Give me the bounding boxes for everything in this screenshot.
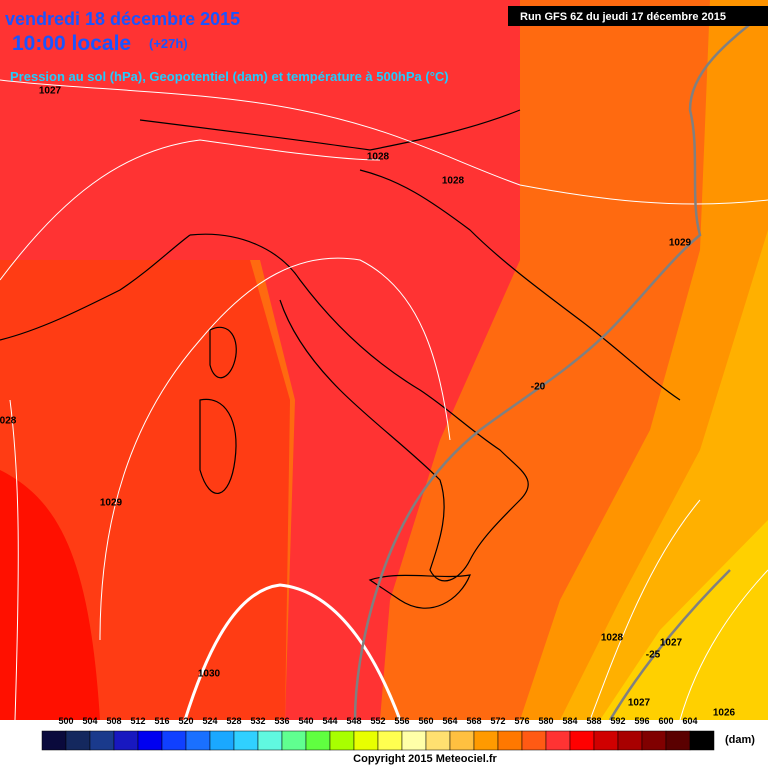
isobars bbox=[0, 79, 768, 721]
lead-time: (+27h) bbox=[149, 36, 188, 51]
legend-swatch bbox=[473, 730, 499, 751]
legend-swatch bbox=[185, 730, 211, 751]
legend-swatch bbox=[161, 730, 187, 751]
legend-label: 552 bbox=[370, 716, 385, 726]
isobar-label: 1027 bbox=[628, 698, 651, 709]
legend-swatch bbox=[353, 730, 379, 751]
legend-label: 584 bbox=[562, 716, 577, 726]
legend-label: 548 bbox=[346, 716, 361, 726]
temperature-label: -25 bbox=[646, 650, 661, 661]
legend-swatch bbox=[521, 730, 547, 751]
legend-swatch bbox=[569, 730, 595, 751]
legend-swatch bbox=[65, 730, 91, 751]
legend-unit: (dam) bbox=[725, 734, 755, 746]
legend-swatch bbox=[401, 730, 427, 751]
legend-label: 564 bbox=[442, 716, 457, 726]
coastlines bbox=[0, 109, 681, 609]
legend-label: 544 bbox=[322, 716, 337, 726]
legend-label: 516 bbox=[154, 716, 169, 726]
legend-swatch bbox=[257, 730, 283, 751]
copyright: Copyright 2015 Meteociel.fr bbox=[353, 753, 497, 765]
date: vendredi 18 décembre 2015 bbox=[5, 9, 240, 29]
isobar-label: 1028 bbox=[601, 633, 624, 644]
legend-swatch bbox=[233, 730, 259, 751]
legend-label: 556 bbox=[394, 716, 409, 726]
geopotential-line bbox=[183, 583, 402, 721]
isobar-label: 1030 bbox=[198, 669, 221, 680]
legend-swatch bbox=[329, 730, 355, 751]
legend-swatch bbox=[449, 730, 475, 751]
temperature-label: -20 bbox=[531, 382, 546, 393]
legend-label: 540 bbox=[298, 716, 313, 726]
legend-swatch bbox=[113, 730, 139, 751]
legend-label: 500 bbox=[58, 716, 73, 726]
isobar-label: 1028 bbox=[367, 152, 390, 163]
legend-swatch bbox=[89, 730, 115, 751]
legend-label: 604 bbox=[682, 716, 697, 726]
legend-label: 580 bbox=[538, 716, 553, 726]
legend-label: 576 bbox=[514, 716, 529, 726]
isobar-label: 1029 bbox=[669, 238, 692, 249]
legend-label: 572 bbox=[490, 716, 505, 726]
run-info: Run GFS 6Z du jeudi 17 décembre 2015 bbox=[520, 11, 726, 23]
map-fill bbox=[0, 0, 768, 720]
legend-label: 600 bbox=[658, 716, 673, 726]
legend-swatch bbox=[305, 730, 331, 751]
run-box bbox=[508, 6, 768, 26]
legend-label: 504 bbox=[82, 716, 97, 726]
isobar-label: 028 bbox=[0, 416, 17, 427]
legend-label: 524 bbox=[202, 716, 217, 726]
legend-label: 560 bbox=[418, 716, 433, 726]
legend-label: 596 bbox=[634, 716, 649, 726]
legend-swatch bbox=[41, 730, 67, 751]
isobar-label: 1027 bbox=[660, 638, 683, 649]
legend-swatch bbox=[137, 730, 163, 751]
legend-swatch bbox=[209, 730, 235, 751]
legend-label: 568 bbox=[466, 716, 481, 726]
legend-swatch bbox=[641, 730, 667, 751]
legend-label: 588 bbox=[586, 716, 601, 726]
legend-label: 536 bbox=[274, 716, 289, 726]
legend: 500 504 508 512 516 520 524 528 532 536 540 544 548 5… bbox=[41, 716, 715, 751]
temperature-lines bbox=[353, 9, 768, 721]
legend-swatch bbox=[377, 730, 403, 751]
time: 10:00 locale bbox=[12, 32, 131, 55]
legend-swatch bbox=[617, 730, 643, 751]
legend-swatch bbox=[497, 730, 523, 751]
legend-swatch bbox=[281, 730, 307, 751]
legend-label: 520 bbox=[178, 716, 193, 726]
legend-swatch bbox=[689, 730, 715, 751]
legend-swatch bbox=[665, 730, 691, 751]
isobar-label: 1027 bbox=[39, 86, 62, 97]
legend-label: 532 bbox=[250, 716, 265, 726]
legend-swatch bbox=[425, 730, 451, 751]
legend-label: 512 bbox=[130, 716, 145, 726]
isobar-label: 1029 bbox=[100, 498, 123, 509]
legend-label: 528 bbox=[226, 716, 241, 726]
legend-swatch bbox=[545, 730, 571, 751]
isobar-label: 1026 bbox=[713, 708, 736, 719]
legend-label: 508 bbox=[106, 716, 121, 726]
subtitle: Pression au sol (hPa), Geopotentiel (dam… bbox=[10, 69, 449, 84]
isobar-label: 1028 bbox=[442, 176, 465, 187]
legend-label: 592 bbox=[610, 716, 625, 726]
legend-swatch bbox=[593, 730, 619, 751]
